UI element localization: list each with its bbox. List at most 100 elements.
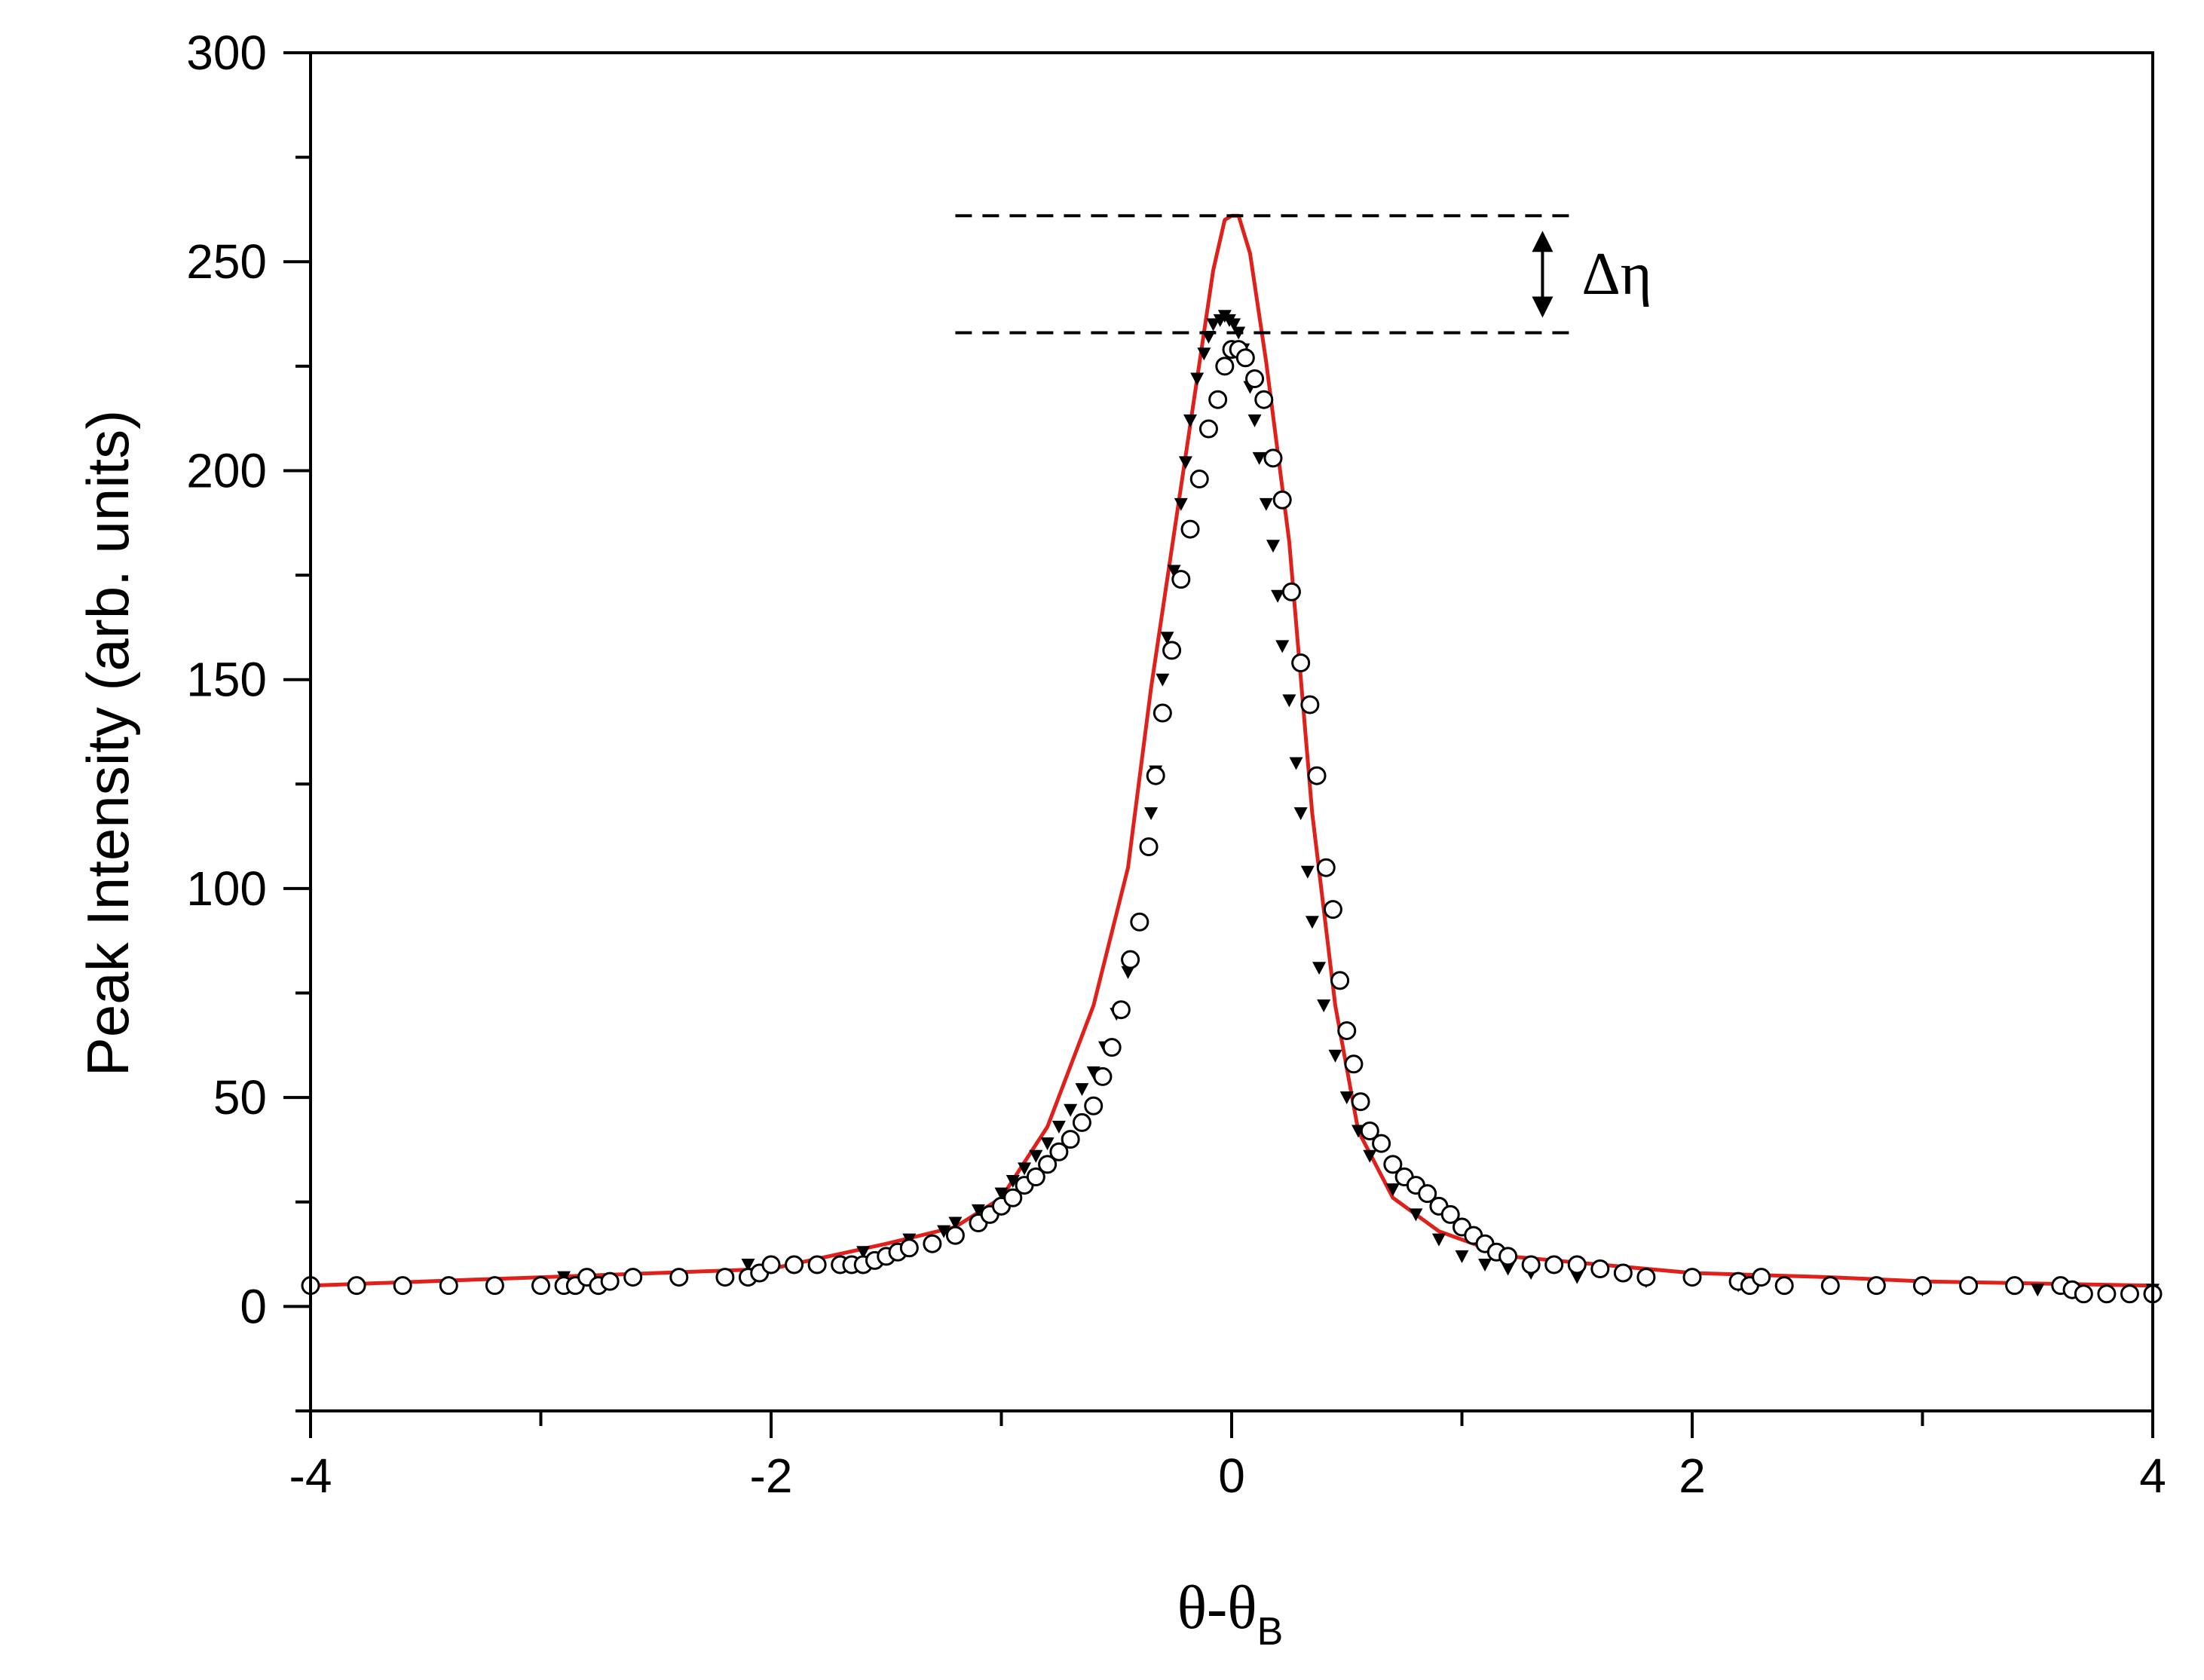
- circle-point: [1498, 1247, 1518, 1266]
- circle-point: [1521, 1255, 1541, 1275]
- circle-point: [1440, 1204, 1460, 1224]
- circle-point: [1072, 1112, 1091, 1132]
- triangle-point: [994, 1187, 1009, 1201]
- circle-point: [1291, 653, 1311, 673]
- x-tick-label: 4: [2139, 1449, 2166, 1503]
- triangle-point: [1197, 347, 1211, 361]
- circle-point: [347, 1276, 366, 1296]
- circle-point: [1235, 348, 1255, 368]
- y-tick-label: 0: [240, 1279, 267, 1333]
- triangle-point: [1190, 372, 1205, 386]
- circle-point: [1590, 1259, 1610, 1278]
- circle-point: [1337, 1021, 1357, 1040]
- y-tick-label: 300: [186, 26, 267, 80]
- circle-point: [1820, 1276, 1840, 1296]
- circle-point: [1093, 1066, 1113, 1086]
- triangle-point: [741, 1258, 755, 1271]
- triangle-point: [1271, 589, 1285, 603]
- triangle-point: [1075, 1083, 1089, 1097]
- triangle-point: [1178, 456, 1192, 470]
- y-tick-label: 100: [186, 861, 267, 916]
- triangle-point: [1160, 632, 1174, 645]
- triangle-point: [856, 1246, 871, 1259]
- circle-point: [393, 1276, 412, 1296]
- triangle-point: [1174, 497, 1188, 511]
- arrow-head-down: [1532, 296, 1554, 318]
- circle-point: [1198, 419, 1218, 439]
- y-axis-title: Peak Intensity (arb. units): [75, 410, 141, 1076]
- triangle-point: [1121, 965, 1135, 979]
- circle-point: [600, 1271, 620, 1291]
- triangle-point: [1385, 1183, 1400, 1197]
- triangle-point: [1051, 1120, 1066, 1134]
- circle-point: [2120, 1284, 2139, 1304]
- triangle-point: [1339, 1091, 1354, 1105]
- circle-point: [439, 1276, 458, 1296]
- triangle-point: [1570, 1271, 1584, 1284]
- y-axis-tick-labels: 0 50 100 150 200 250 300: [186, 26, 267, 1333]
- triangle-point: [1300, 865, 1315, 879]
- x-tick-label: -2: [750, 1449, 793, 1503]
- triangle-point: [971, 1204, 985, 1217]
- triangle-point: [1227, 318, 1241, 332]
- triangle-point: [1029, 1149, 1043, 1163]
- circle-point: [1139, 837, 1159, 856]
- y-tick-label: 150: [186, 653, 267, 707]
- circle-point: [1038, 1155, 1058, 1174]
- circle-point: [2074, 1284, 2093, 1304]
- triangle-point: [1501, 1262, 1515, 1276]
- triangle-point: [1409, 1208, 1423, 1222]
- annotation-label: Δη: [1581, 241, 1651, 308]
- circle-point: [1567, 1255, 1587, 1275]
- circle-point: [715, 1268, 735, 1287]
- circle-point: [1418, 1184, 1437, 1204]
- circle-point: [1544, 1255, 1564, 1275]
- circle-point: [1272, 490, 1292, 510]
- circle-point: [1752, 1268, 1771, 1287]
- circle-point: [1121, 950, 1140, 969]
- circle-point: [2005, 1276, 2025, 1296]
- circle-point: [1372, 1134, 1391, 1153]
- circle-point: [1171, 570, 1191, 589]
- circle-point: [1330, 971, 1350, 990]
- circle-series-layer: [301, 340, 2163, 1304]
- triangle-point: [1289, 757, 1303, 770]
- y-axis-ticks: [283, 51, 311, 1412]
- circle-point: [923, 1234, 942, 1253]
- x-axis-title-main: θ-θ: [1177, 1573, 1257, 1642]
- triangle-point: [1455, 1250, 1469, 1263]
- circle-point: [1153, 703, 1172, 723]
- circle-point: [1307, 766, 1327, 785]
- circle-point: [1003, 1188, 1023, 1207]
- circle-point: [2097, 1284, 2117, 1304]
- triangle-point: [937, 1225, 951, 1238]
- triangle-point: [1317, 999, 1331, 1013]
- delta-eta-annotation: Δη: [955, 214, 1652, 335]
- circle-point: [1344, 1054, 1364, 1074]
- circle-point: [1866, 1276, 1886, 1296]
- triangle-point: [1363, 1149, 1377, 1163]
- triangle-point: [1247, 414, 1262, 427]
- triangle-point: [1282, 694, 1296, 708]
- triangle-point: [1252, 451, 1266, 465]
- triangle-point: [1305, 916, 1319, 929]
- circle-point: [807, 1255, 827, 1275]
- x-axis-title: θ-θB: [1177, 1573, 1284, 1654]
- triangle-point: [1312, 962, 1327, 975]
- triangle-point: [1431, 1233, 1446, 1247]
- circle-point: [1281, 582, 1301, 601]
- triangle-point: [1064, 1103, 1078, 1117]
- triangle-point: [1259, 497, 1273, 511]
- triangle-point: [1006, 1175, 1020, 1189]
- circle-point: [623, 1268, 643, 1287]
- circle-point: [1323, 900, 1342, 920]
- triangle-point: [1018, 1162, 1032, 1176]
- triangle-point: [1206, 318, 1220, 332]
- circle-point: [1084, 1096, 1104, 1115]
- triangle-point: [1183, 414, 1198, 427]
- circle-point: [785, 1255, 804, 1275]
- triangle-point: [2031, 1284, 2045, 1297]
- x-tick-label: 2: [1679, 1449, 1706, 1503]
